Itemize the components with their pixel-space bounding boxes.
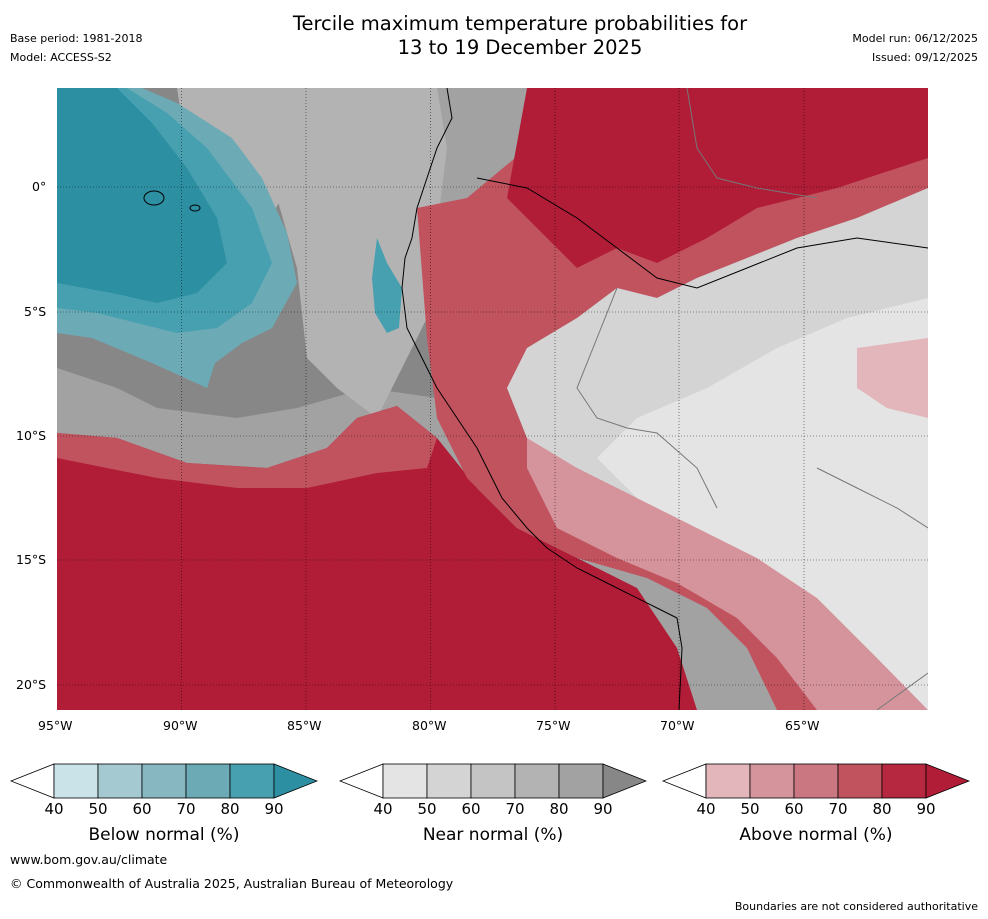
copyright: © Commonwealth of Australia 2025, Austra… bbox=[10, 876, 454, 891]
colorbar-tick: 50 bbox=[740, 800, 760, 818]
colorbar-tick: 80 bbox=[872, 800, 892, 818]
above-normal-andes-light bbox=[527, 388, 928, 710]
colorbar-min-extension bbox=[662, 763, 707, 799]
colorbar-label: Below normal (%) bbox=[88, 825, 240, 845]
lon-tick: 70°W bbox=[660, 718, 695, 733]
lat-tick: 15°S bbox=[16, 552, 47, 567]
grid-lines bbox=[57, 88, 928, 710]
lon-tick: 75°W bbox=[536, 718, 571, 733]
country-boundary bbox=[816, 467, 928, 529]
country-boundary bbox=[686, 88, 818, 199]
near-normal-amazon-light bbox=[597, 298, 928, 710]
colorbar-0 bbox=[10, 763, 318, 799]
colorbar-tick: 80 bbox=[220, 800, 240, 818]
above-normal-ocean-edge bbox=[57, 406, 437, 488]
colorbar-tick: 40 bbox=[373, 800, 393, 818]
title-line-1: Tercile maximum temperature probabilitie… bbox=[292, 12, 748, 35]
colorbar-swatch bbox=[426, 763, 472, 799]
colorbar-swatch bbox=[837, 763, 883, 799]
base-period: Base period: 1981-2018 bbox=[10, 32, 143, 45]
colorbar-swatch bbox=[705, 763, 751, 799]
above-normal-east-patch bbox=[857, 338, 928, 418]
colorbar-max-extension bbox=[925, 763, 970, 799]
colorbar-tick: 90 bbox=[264, 800, 284, 818]
lon-tick: 90°W bbox=[163, 718, 198, 733]
model-name: Model: ACCESS-S2 bbox=[10, 51, 112, 64]
colorbar-tick: 90 bbox=[593, 800, 613, 818]
colorbar-swatch bbox=[881, 763, 927, 799]
colorbar-min-extension bbox=[10, 763, 55, 799]
lat-tick: 5°S bbox=[24, 304, 47, 319]
colorbar-tick: 60 bbox=[132, 800, 152, 818]
colorbar-tick: 40 bbox=[696, 800, 716, 818]
colorbar-swatch bbox=[558, 763, 604, 799]
above-normal-andes-region bbox=[417, 88, 928, 710]
map-title: Tercile maximum temperature probabilitie… bbox=[0, 12, 988, 60]
colorbar-min-extension bbox=[339, 763, 384, 799]
colorbar-tick: 70 bbox=[828, 800, 848, 818]
colorbar-label: Near normal (%) bbox=[422, 825, 564, 845]
lon-tick: 85°W bbox=[287, 718, 322, 733]
colorbar-tick: 70 bbox=[505, 800, 525, 818]
colorbar-tick: 50 bbox=[88, 800, 108, 818]
lon-tick: 65°W bbox=[785, 718, 820, 733]
colorbar-swatch bbox=[382, 763, 428, 799]
colorbar-tick: 50 bbox=[417, 800, 437, 818]
colorbar-swatch bbox=[53, 763, 99, 799]
issued-date: Issued: 09/12/2025 bbox=[871, 51, 978, 64]
model-run: Model run: 06/12/2025 bbox=[852, 32, 978, 45]
below-normal-coastal-patch bbox=[372, 238, 402, 333]
lat-tick: 10°S bbox=[16, 428, 47, 443]
galapagos-island bbox=[189, 204, 201, 212]
colorbar-swatch bbox=[793, 763, 839, 799]
colorbar-max-extension bbox=[273, 763, 318, 799]
colorbar-swatch bbox=[470, 763, 516, 799]
river-boundary bbox=[476, 177, 928, 289]
colorbar-tick: 60 bbox=[784, 800, 804, 818]
lat-tick: 20°S bbox=[16, 677, 47, 692]
colorbar-tick: 40 bbox=[44, 800, 64, 818]
lon-tick: 95°W bbox=[38, 718, 73, 733]
galapagos-island bbox=[143, 190, 165, 206]
colorbar-1 bbox=[339, 763, 647, 799]
colorbar-tick: 70 bbox=[176, 800, 196, 818]
colorbar-max-extension bbox=[602, 763, 647, 799]
lon-tick: 80°W bbox=[412, 718, 447, 733]
title-line-2: 13 to 19 December 2025 bbox=[397, 36, 643, 59]
country-boundary bbox=[876, 672, 928, 710]
website-link[interactable]: www.bom.gov.au/climate bbox=[10, 852, 168, 867]
probability-map bbox=[57, 88, 928, 710]
country-boundary bbox=[576, 287, 718, 509]
disclaimer: Boundaries are not considered authoritat… bbox=[734, 900, 978, 913]
coastline bbox=[401, 88, 683, 710]
colorbar-tick: 90 bbox=[916, 800, 936, 818]
colorbar-swatch bbox=[97, 763, 143, 799]
below-normal-core-region bbox=[57, 88, 227, 303]
colorbar-swatch bbox=[141, 763, 187, 799]
colorbar-swatch bbox=[229, 763, 275, 799]
colorbar-tick: 80 bbox=[549, 800, 569, 818]
colorbar-swatch bbox=[514, 763, 560, 799]
lat-tick: 0° bbox=[32, 179, 47, 194]
colorbar-label: Above normal (%) bbox=[739, 825, 893, 845]
colorbar-swatch bbox=[749, 763, 795, 799]
colorbar-2 bbox=[662, 763, 970, 799]
colorbar-swatch bbox=[185, 763, 231, 799]
colorbar-tick: 60 bbox=[461, 800, 481, 818]
near-normal-mid-region bbox=[277, 88, 447, 418]
